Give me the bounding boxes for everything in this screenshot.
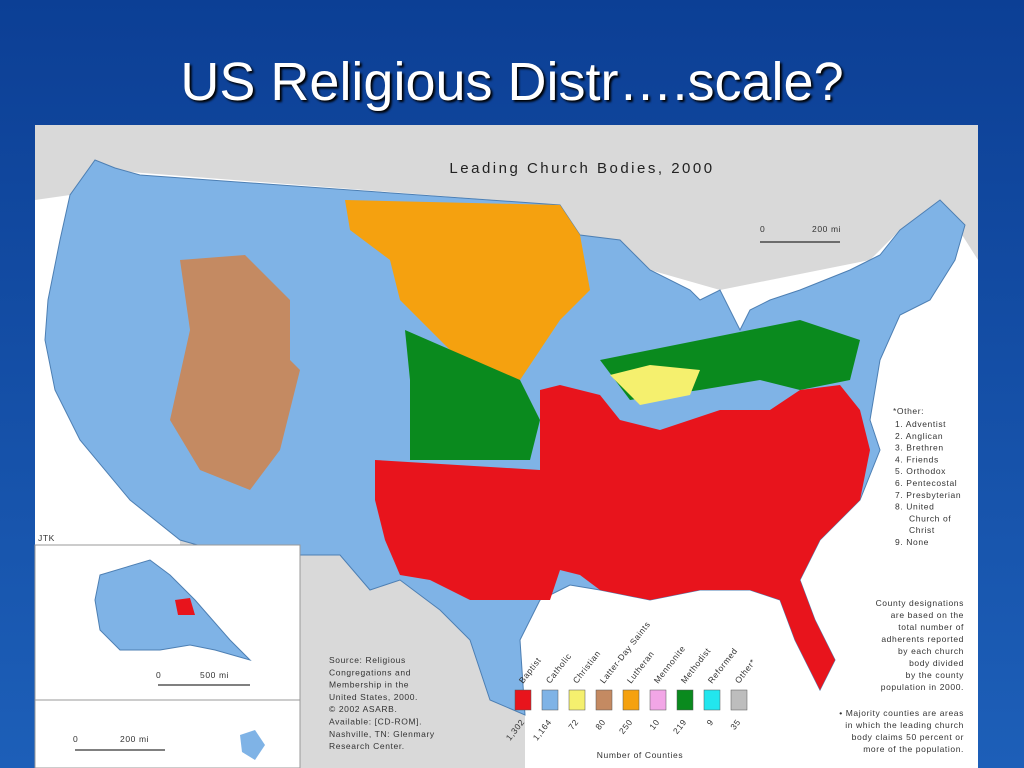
source-line: United States, 2000. bbox=[329, 692, 418, 702]
legend-swatch bbox=[676, 689, 694, 711]
scale-zero: 0 bbox=[760, 224, 765, 234]
legend-swatch bbox=[622, 689, 640, 711]
scale-label: 200 mi bbox=[812, 224, 841, 234]
alaska-baptist bbox=[175, 598, 195, 615]
other-item: Christ bbox=[909, 525, 935, 535]
note-line: are based on the bbox=[891, 610, 964, 620]
other-item: 1. Adventist bbox=[895, 419, 946, 429]
map-title: Leading Church Bodies, 2000 bbox=[449, 160, 714, 177]
hawaii bbox=[240, 730, 265, 760]
methodist-region bbox=[405, 330, 540, 460]
note-line: by the county bbox=[906, 670, 965, 680]
slide-title: US Religious Distr….scale? bbox=[180, 52, 843, 112]
legend-swatch bbox=[730, 689, 748, 711]
other-item: 9. None bbox=[895, 537, 929, 547]
majority-note-line: body claims 50 percent or bbox=[852, 732, 964, 742]
note-line: body divided bbox=[909, 658, 964, 668]
lutheran-region bbox=[345, 200, 590, 380]
majority-note-line: more of the population. bbox=[863, 744, 964, 754]
source-line: Research Center. bbox=[329, 741, 405, 751]
note-line: population in 2000. bbox=[881, 682, 964, 692]
scale-zero: 0 bbox=[73, 734, 78, 744]
scale-zero: 0 bbox=[156, 670, 161, 680]
canada bbox=[35, 125, 978, 290]
baptist-region bbox=[375, 385, 870, 690]
scale-label: 200 mi bbox=[120, 734, 149, 744]
majority-note-line: in which the leading church bbox=[845, 720, 964, 730]
source-line: © 2002 ASARB. bbox=[329, 704, 397, 714]
note-line: by each church bbox=[898, 646, 964, 656]
other-item: 2. Anglican bbox=[895, 431, 943, 441]
note-line: County designations bbox=[876, 598, 964, 608]
other-item: Church of bbox=[909, 513, 951, 523]
source-line: Membership in the bbox=[329, 680, 409, 690]
christian-region bbox=[610, 365, 700, 405]
other-heading: *Other: bbox=[893, 406, 924, 416]
credit: JTK bbox=[38, 533, 55, 543]
map-image bbox=[34, 125, 978, 768]
other-item: 6. Pentecostal bbox=[895, 478, 957, 488]
other-item: 3. Brethren bbox=[895, 443, 944, 453]
other-item: 7. Presbyterian bbox=[895, 490, 961, 500]
source-line: Nashville, TN: Glenmary bbox=[329, 729, 435, 739]
source-line: Available: [CD-ROM]. bbox=[329, 717, 422, 727]
legend-swatch bbox=[568, 689, 586, 711]
note-line: total number of bbox=[898, 622, 964, 632]
other-item: 5. Orthodox bbox=[895, 466, 946, 476]
legend-caption: Number of Counties bbox=[597, 750, 683, 760]
legend-swatch bbox=[649, 689, 667, 711]
legend-count: 9 bbox=[704, 717, 715, 727]
legend-swatch bbox=[541, 689, 559, 711]
source-line: Source: Religious bbox=[329, 655, 406, 665]
majority-note-line: • Majority counties are areas bbox=[839, 708, 964, 718]
other-item: 8. United bbox=[895, 502, 934, 512]
legend-swatch bbox=[595, 689, 613, 711]
legend-swatch bbox=[703, 689, 721, 711]
note-line: adherents reported bbox=[881, 634, 964, 644]
lds-region bbox=[170, 255, 300, 490]
scale-label: 500 mi bbox=[200, 670, 229, 680]
alaska bbox=[94, 559, 252, 662]
source-line: Congregations and bbox=[329, 667, 411, 677]
legend-swatch bbox=[514, 689, 532, 711]
other-item: 4. Friends bbox=[895, 454, 939, 464]
